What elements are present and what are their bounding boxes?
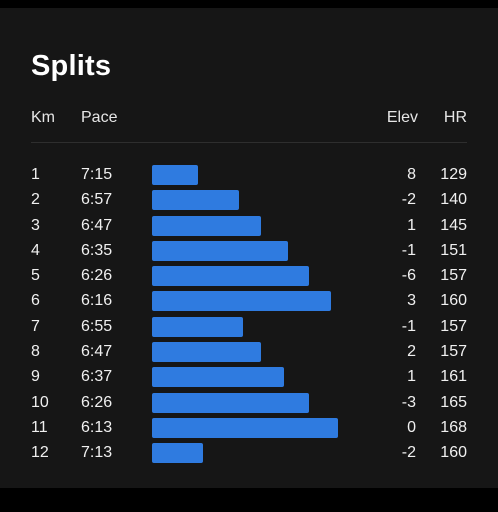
column-header-km: Km [31,109,55,126]
split-km: 2 [31,191,40,209]
split-hr: 168 [440,418,467,436]
split-pace: 6:26 [81,393,113,411]
split-hr: 157 [440,317,467,335]
pace-bar [152,392,309,413]
split-pace: 7:13 [81,444,113,462]
split-elev: 0 [407,418,416,436]
pace-bar [152,240,289,261]
split-pace: 6:37 [81,368,113,386]
split-row: 12 7:13 -2 160 [0,441,498,466]
split-elev: -2 [401,444,416,462]
split-elev: -1 [401,241,416,259]
split-hr: 165 [440,393,467,411]
split-row: 10 6:26 -3 165 [0,391,498,416]
pace-bar [152,316,244,337]
pace-bar [152,165,198,185]
split-pace: 6:35 [81,241,113,259]
split-elev: 1 [407,216,416,234]
pace-bar [152,367,284,388]
split-hr: 160 [440,292,467,310]
pace-bar [152,266,309,287]
split-km: 7 [31,317,40,335]
split-pace: 6:47 [81,216,113,234]
split-km: 10 [31,393,49,411]
split-elev: 3 [407,292,416,310]
split-km: 5 [31,267,40,285]
column-header-pace: Pace [81,109,118,126]
split-km: 9 [31,368,40,386]
column-header-hr: HR [443,109,467,126]
pace-bar [152,291,332,312]
split-hr: 151 [440,241,467,259]
split-km: 3 [31,216,40,234]
split-row: 7 6:55 -1 157 [0,315,498,340]
split-pace: 6:57 [81,191,113,209]
split-elev: 8 [407,166,416,183]
split-hr: 160 [440,444,467,462]
split-row: 2 6:57 -2 140 [0,188,498,213]
pace-bar [152,417,338,438]
split-hr: 145 [440,216,467,234]
split-km: 1 [31,166,40,183]
split-km: 4 [31,241,40,259]
header-divider [31,142,467,143]
split-row: 1 7:15 8 129 [0,163,498,188]
split-elev: 1 [407,368,416,386]
split-row: 8 6:47 2 157 [0,340,498,365]
split-row: 11 6:13 0 168 [0,416,498,441]
split-km: 11 [31,418,48,436]
split-pace: 6:26 [81,267,113,285]
splits-card: Splits Km Pace Elev HR 1 7:15 8 129 2 6:57 -2 1… [0,8,498,488]
pace-bar [152,342,262,363]
split-km: 6 [31,292,40,310]
split-elev: -2 [401,191,416,209]
split-hr: 140 [440,191,467,209]
page-title: Splits [31,50,112,82]
split-pace: 6:16 [81,292,113,310]
split-elev: -1 [401,317,416,335]
split-elev: -6 [401,267,416,285]
split-hr: 157 [440,343,467,361]
column-header-elev: Elev [386,109,418,126]
split-row: 6 6:16 3 160 [0,289,498,314]
split-pace: 6:13 [81,418,113,436]
split-km: 8 [31,343,40,361]
split-row: 3 6:47 1 145 [0,214,498,239]
pace-bar [152,215,262,236]
split-pace: 6:47 [81,343,113,361]
split-row: 5 6:26 -6 157 [0,264,498,289]
split-hr: 161 [440,368,467,386]
split-hr: 129 [440,166,467,183]
split-row: 4 6:35 -1 151 [0,239,498,264]
split-hr: 157 [440,267,467,285]
split-km: 12 [31,444,49,462]
split-elev: 2 [407,343,416,361]
pace-bar [152,443,203,464]
split-pace: 6:55 [81,317,113,335]
splits-table: 1 7:15 8 129 2 6:57 -2 140 3 6:47 1 145 4 6:35 -1 151 5 6… [0,163,498,467]
split-row: 9 6:37 1 161 [0,365,498,390]
split-elev: -3 [401,393,416,411]
pace-bar [152,190,239,211]
split-pace: 7:15 [81,166,113,183]
